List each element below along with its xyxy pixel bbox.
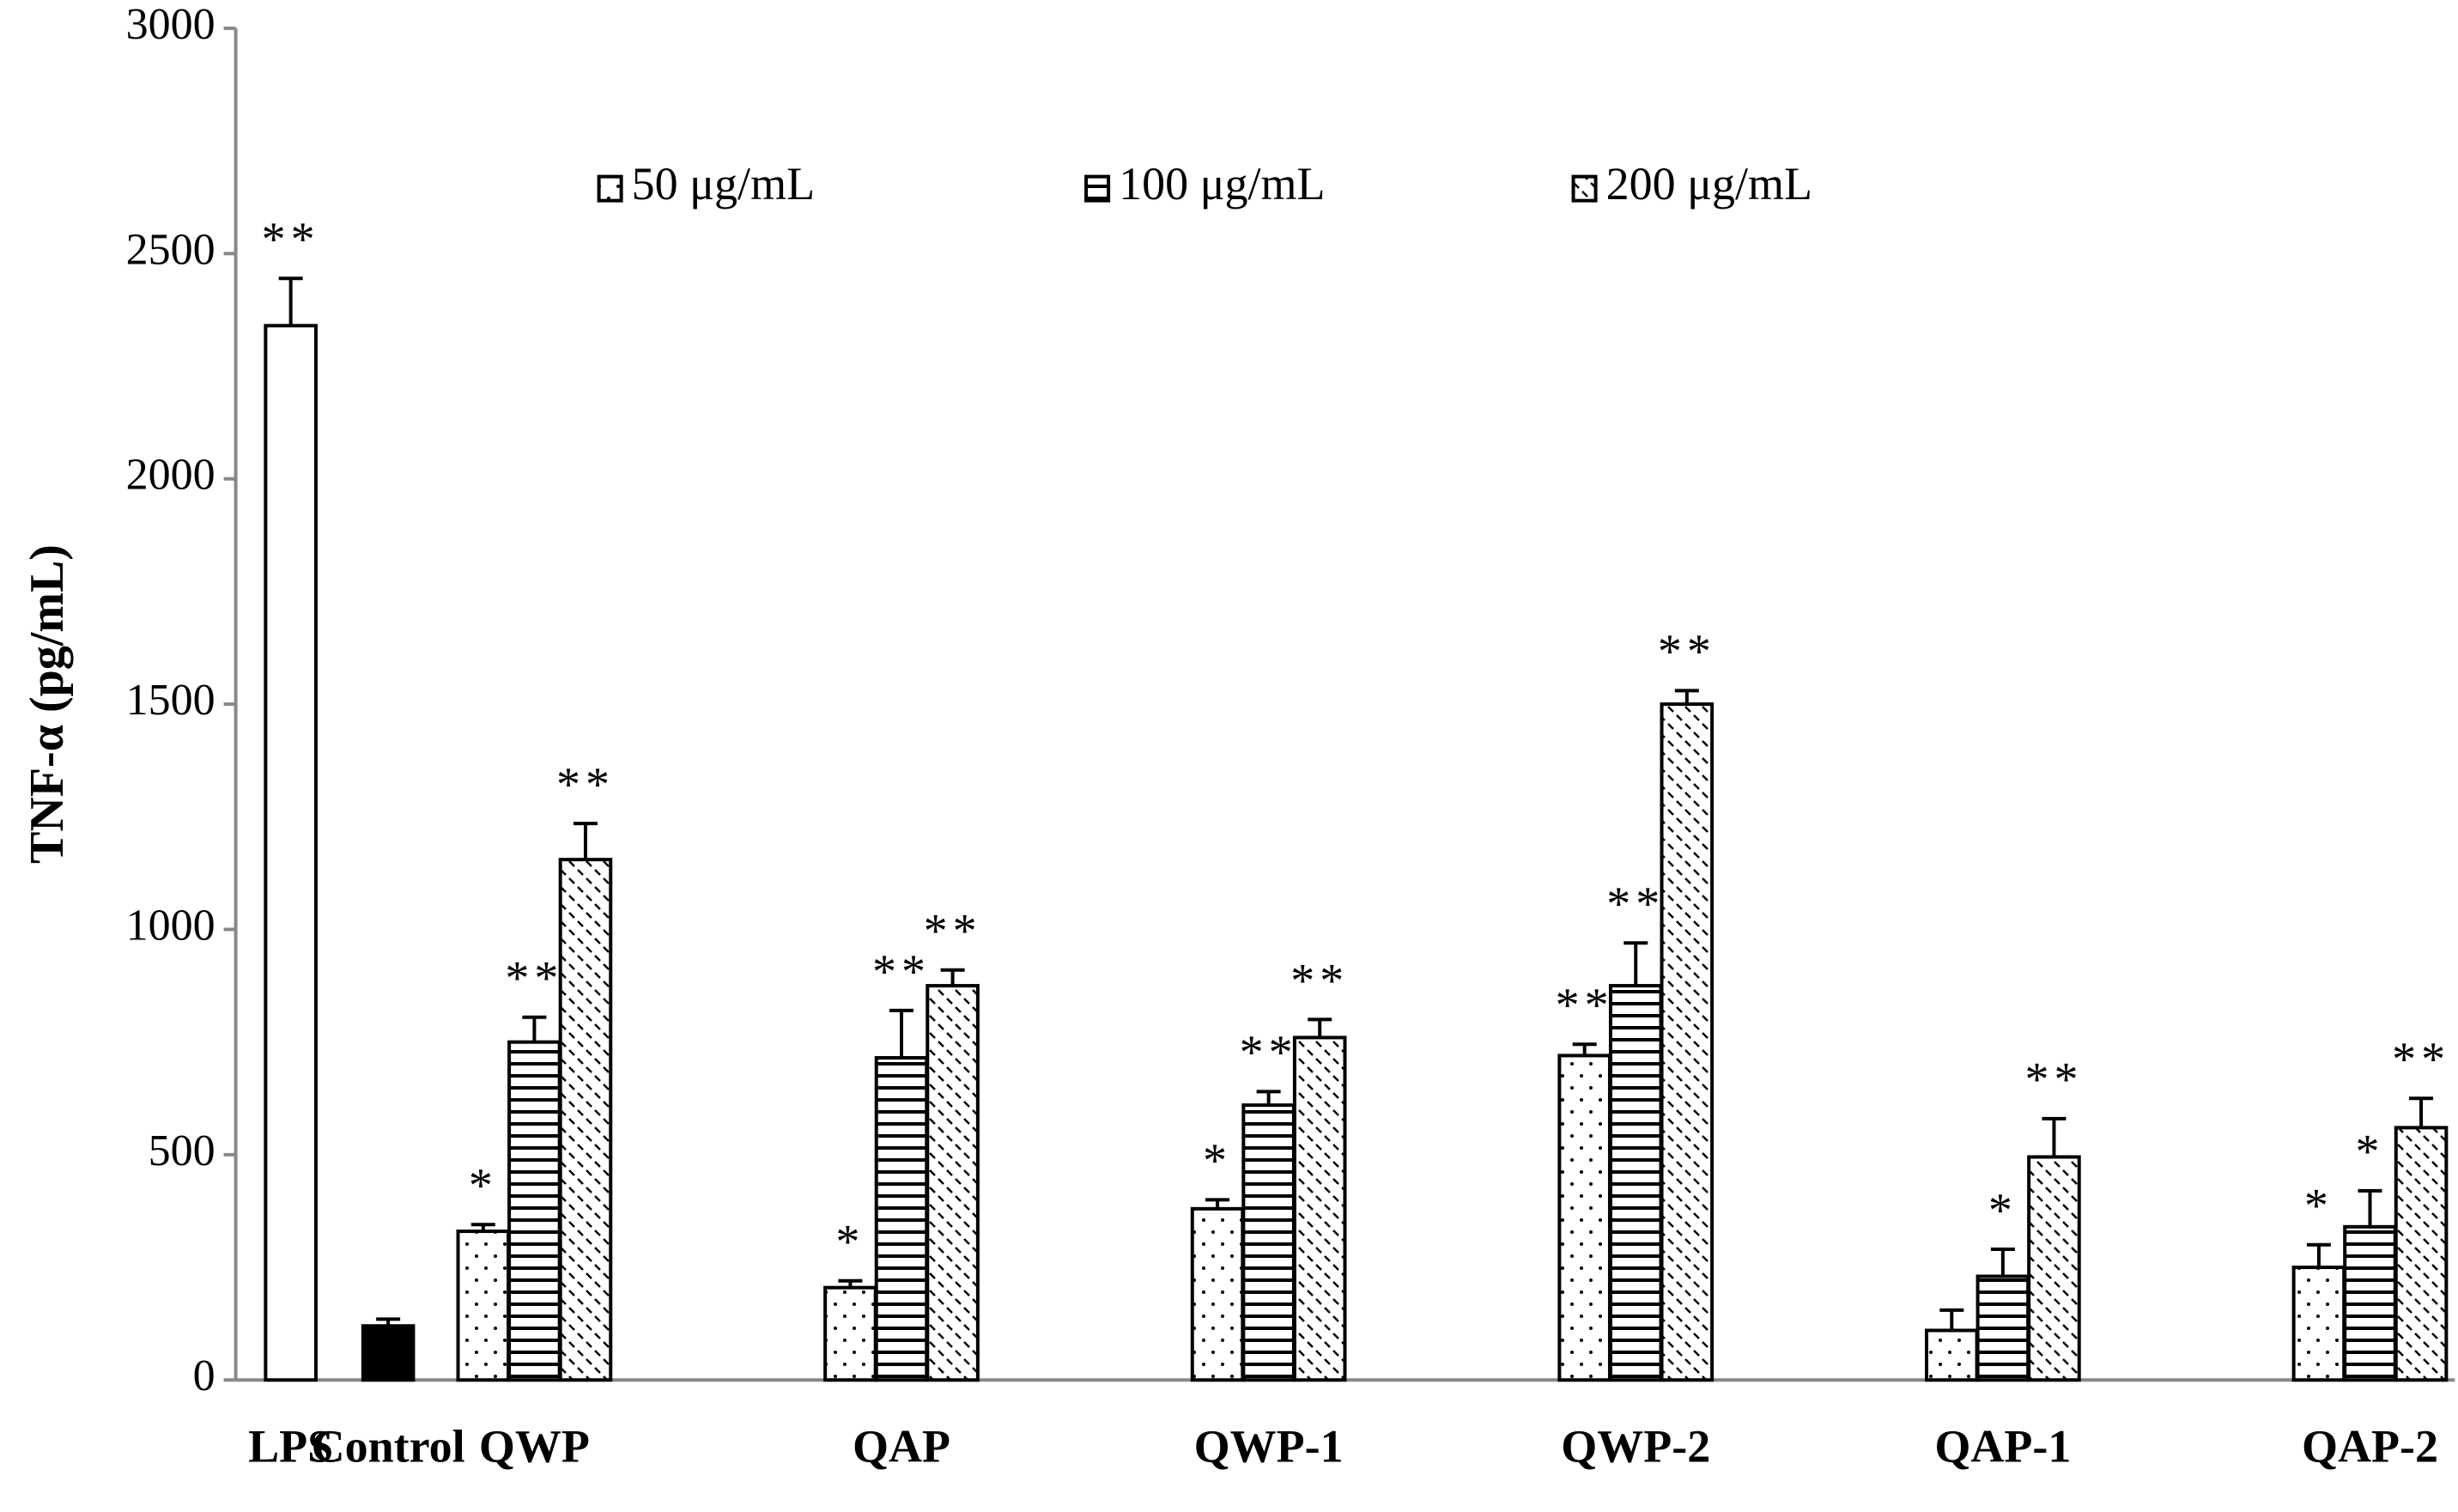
significance-label: ** [924,905,982,958]
significance-label: * [835,1216,865,1269]
x-tick-label: QWP-1 [1194,1420,1344,1472]
y-tick-label: 3000 [126,0,215,49]
legend-swatch [597,174,623,203]
bar [1190,1206,1245,1382]
x-tick-label: Control [312,1420,465,1472]
significance-label: * [1988,1184,2018,1237]
bar [264,324,318,1382]
bar [2394,1126,2449,1382]
bar [1292,1035,1347,1382]
bar [1557,1054,1611,1382]
x-tick-label: QWP-2 [1561,1420,1710,1472]
significance-label: * [469,1159,498,1212]
significance-label: ** [2392,1033,2450,1086]
significance-label: ** [505,952,563,1005]
bar [2291,1266,2346,1382]
bar [2343,1224,2397,1382]
bar [823,1285,877,1382]
bar [874,1056,929,1382]
y-axis-title: TNF-α (pg/mL) [21,544,74,864]
y-tick-label: 1000 [126,901,215,950]
bar [1660,702,1715,1382]
bar [558,858,613,1382]
legend-swatch [1571,174,1598,203]
significance-label: * [1203,1134,1232,1187]
significance-label: * [2304,1180,2334,1233]
significance-label: ** [1240,1026,1298,1079]
significance-label: ** [1556,979,1614,1032]
bar [926,984,980,1382]
y-tick-label: 0 [193,1351,215,1400]
legend-label: 100 μg/mL [1119,158,1325,209]
x-tick-label: QAP-2 [2302,1420,2438,1472]
legend-label: 200 μg/mL [1606,158,1812,209]
legend-label: 50 μg/mL [632,158,815,209]
x-tick-label: LPS [248,1420,333,1472]
significance-label: ** [1290,954,1349,1007]
y-tick-label: 1500 [126,676,215,725]
x-tick-label: QAP-1 [1934,1420,2071,1472]
bar [2027,1155,2081,1382]
bar [507,1040,561,1382]
y-tick-label: 2500 [126,225,215,274]
legend-swatch [1084,174,1111,203]
x-tick-label: QAP [853,1420,950,1472]
significance-label: ** [1658,625,1716,678]
y-tick-label: 500 [149,1126,215,1175]
bar [1976,1274,2030,1382]
significance-label: * [2355,1126,2384,1179]
bar [456,1230,511,1382]
significance-label: ** [262,213,320,266]
bar [1608,984,1663,1382]
significance-label: ** [556,758,615,811]
bar [361,1324,416,1382]
bar [1241,1103,1296,1382]
significance-label: ** [2024,1054,2083,1107]
y-tick-label: 2000 [126,451,215,500]
significance-label: ** [872,945,931,999]
bar [1925,1328,1979,1382]
significance-label: ** [1606,877,1665,931]
x-tick-label: QWP [479,1420,590,1472]
